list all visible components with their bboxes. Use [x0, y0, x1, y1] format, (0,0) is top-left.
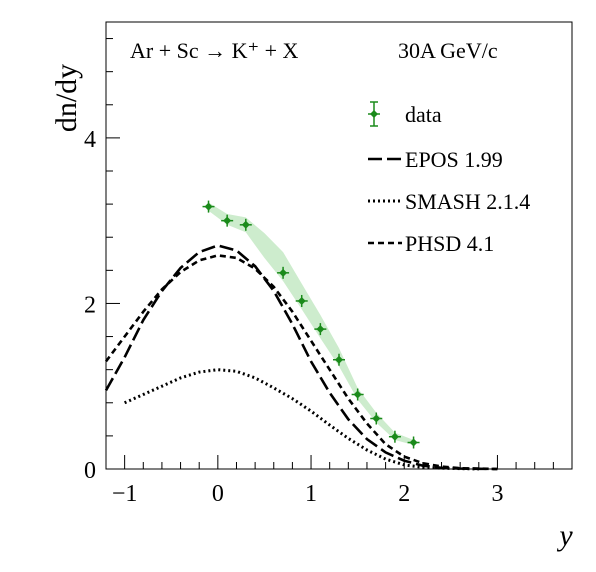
data-point: [221, 214, 234, 227]
data-point: [295, 294, 308, 307]
plot-frame: [105, 21, 573, 470]
x-tick-label: 2: [398, 481, 410, 507]
x-axis-label: y: [556, 519, 573, 552]
legend-label: EPOS 1.99: [405, 147, 503, 172]
energy-annotation: 30A GeV/c: [398, 38, 498, 63]
y-axis-label: dn/dy: [50, 64, 83, 132]
legend-entry-phsd: PHSD 4.1: [368, 231, 494, 256]
y-tick-label: 4: [84, 127, 96, 153]
legend-label: data: [405, 102, 442, 127]
smash-curve: [123, 368, 479, 471]
reaction-annotation: Ar + Sc → K⁺ + X: [130, 38, 299, 63]
data-points-layer: [202, 200, 420, 449]
data-point: [388, 430, 401, 443]
legend-entry-epos: EPOS 1.99: [368, 147, 503, 172]
legend-label: SMASH 2.1.4: [405, 189, 530, 214]
legend-label: PHSD 4.1: [405, 231, 494, 256]
x-axis-ticks: −1 0 1 2 3: [112, 455, 573, 507]
legend: data EPOS 1.99 SMASH 2.1.4 PHSD 4.1: [368, 101, 530, 256]
phsd-curve: [104, 254, 498, 471]
data-point: [351, 388, 364, 401]
y-tick-label: 2: [84, 292, 96, 318]
x-tick-label: −1: [112, 481, 138, 507]
x-tick-label: 1: [305, 481, 317, 507]
model-curves-layer: [104, 244, 498, 471]
data-point: [407, 436, 420, 449]
x-tick-label: 0: [212, 481, 224, 507]
data-point: [370, 412, 383, 425]
y-tick-label: 0: [84, 458, 96, 484]
data-point: [239, 218, 252, 231]
data-point: [202, 200, 215, 213]
data-point: [277, 266, 290, 279]
data-point: [314, 323, 327, 336]
legend-entry-data: data: [368, 101, 442, 127]
x-tick-label: 3: [491, 481, 503, 507]
y-axis-ticks: 0 2 4: [84, 38, 120, 484]
data-point: [333, 353, 345, 366]
legend-entry-smash: SMASH 2.1.4: [368, 189, 530, 214]
